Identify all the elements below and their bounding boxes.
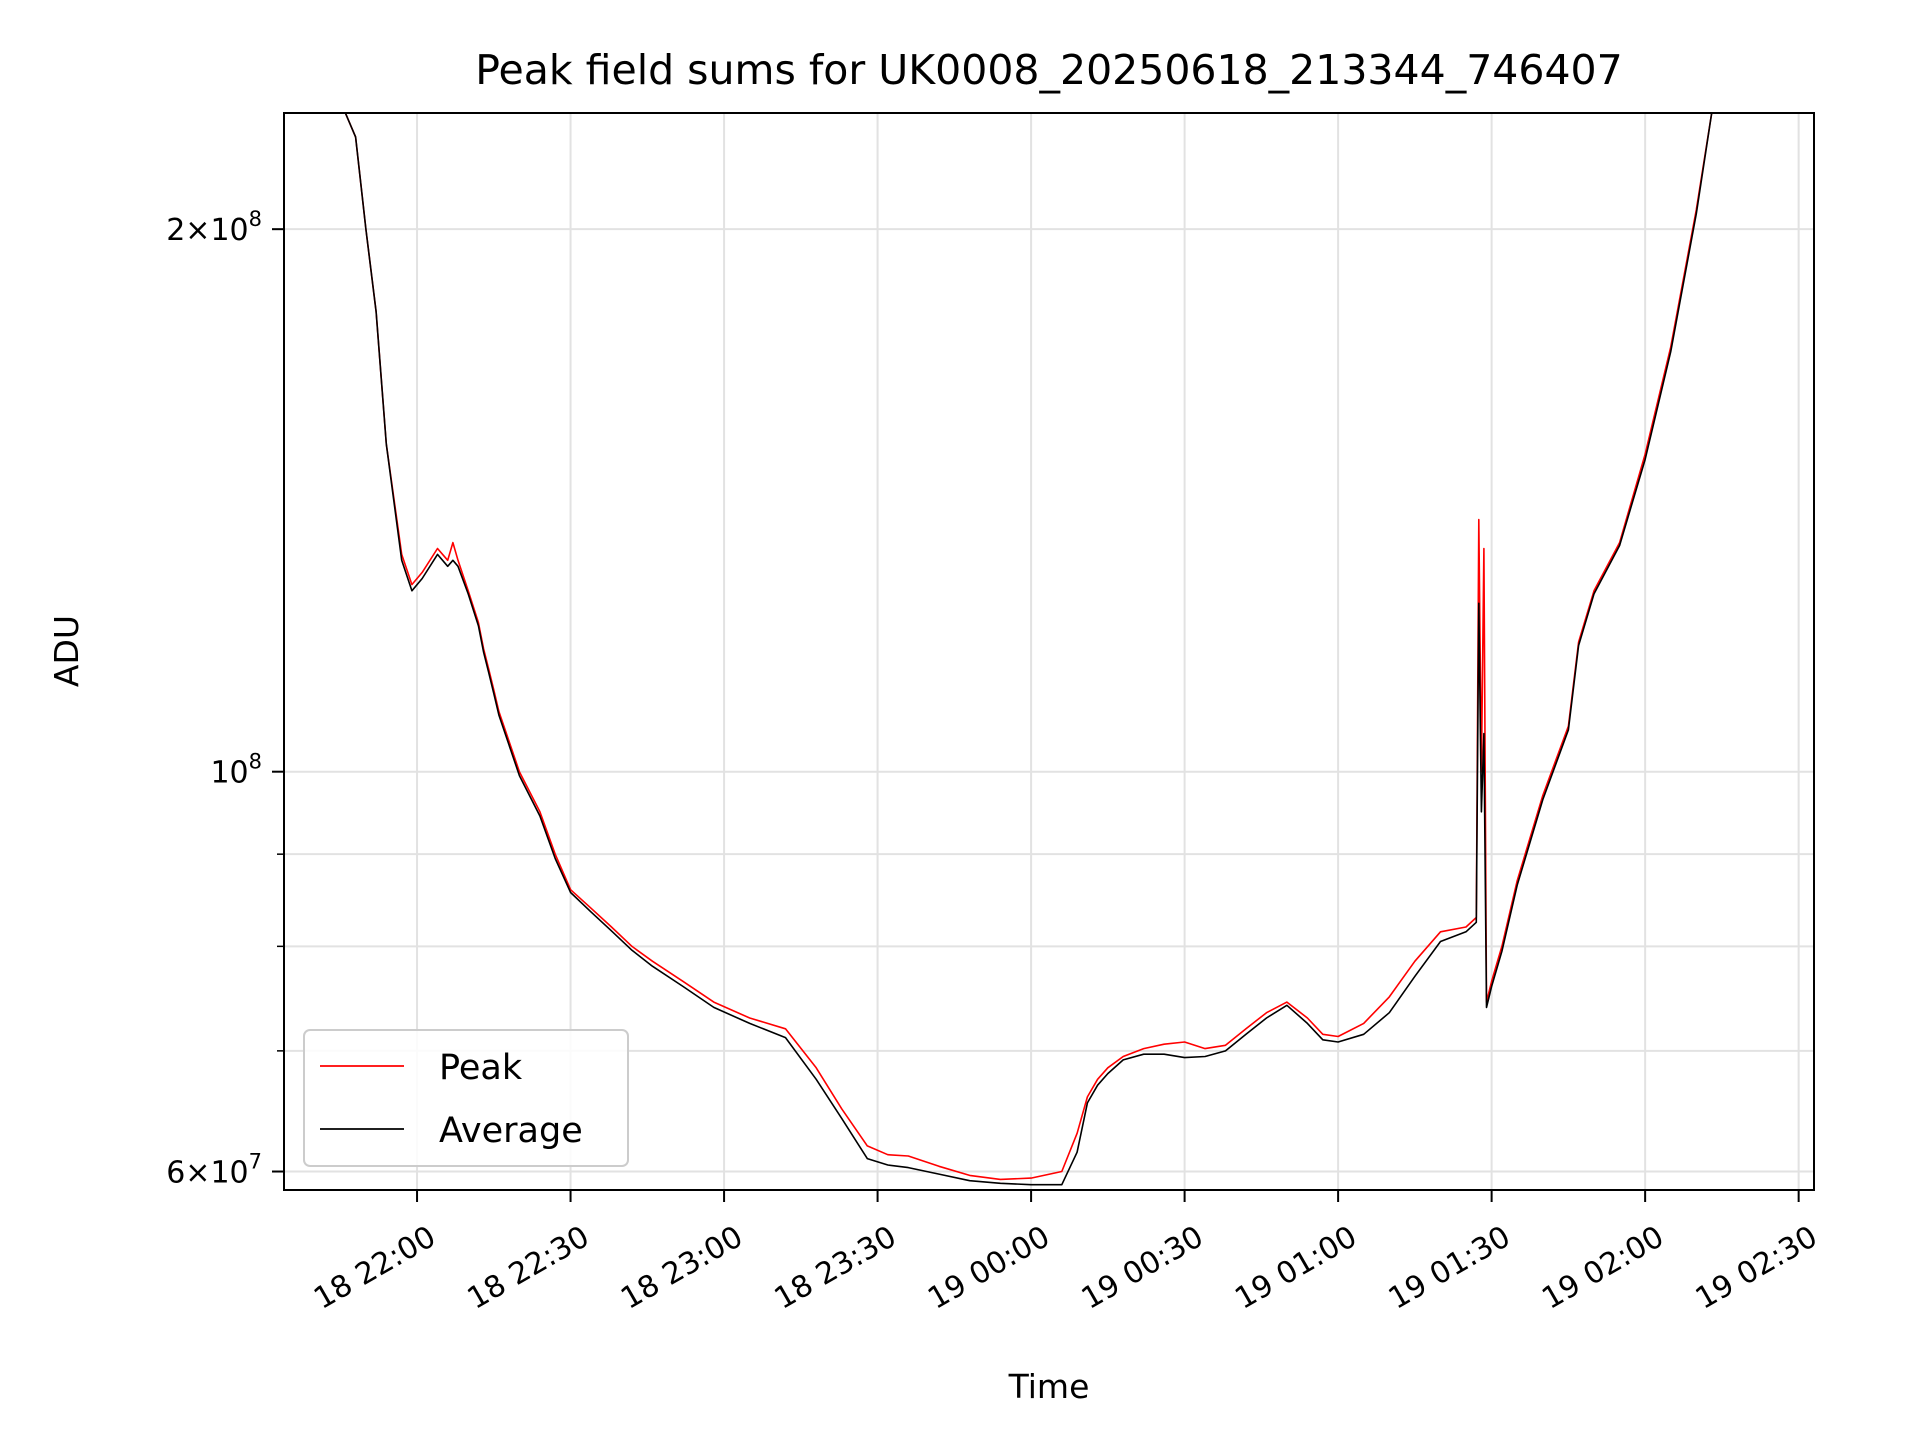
series-layer [344,113,1713,1186]
chart-title: Peak field sums for UK0008_20250618_2133… [475,46,1622,94]
legend-label-peak: Peak [439,1048,523,1088]
y-tick-label: 108 [210,750,262,791]
series-line-average [344,113,1713,1186]
legend-label-average: Average [439,1111,583,1151]
series-line-peak [344,113,1713,1181]
legend-box [303,1029,629,1167]
grid [284,113,1814,1190]
y-tick-label: 6×107 [166,1150,262,1191]
y-axis-title: ADU [47,615,86,687]
ticks [272,228,1800,1202]
x-axis-title: Time [1008,1367,1090,1406]
y-tick-label: 2×108 [166,207,262,248]
plot-frame [283,112,1815,1191]
legend: Peak Average [303,1029,629,1167]
